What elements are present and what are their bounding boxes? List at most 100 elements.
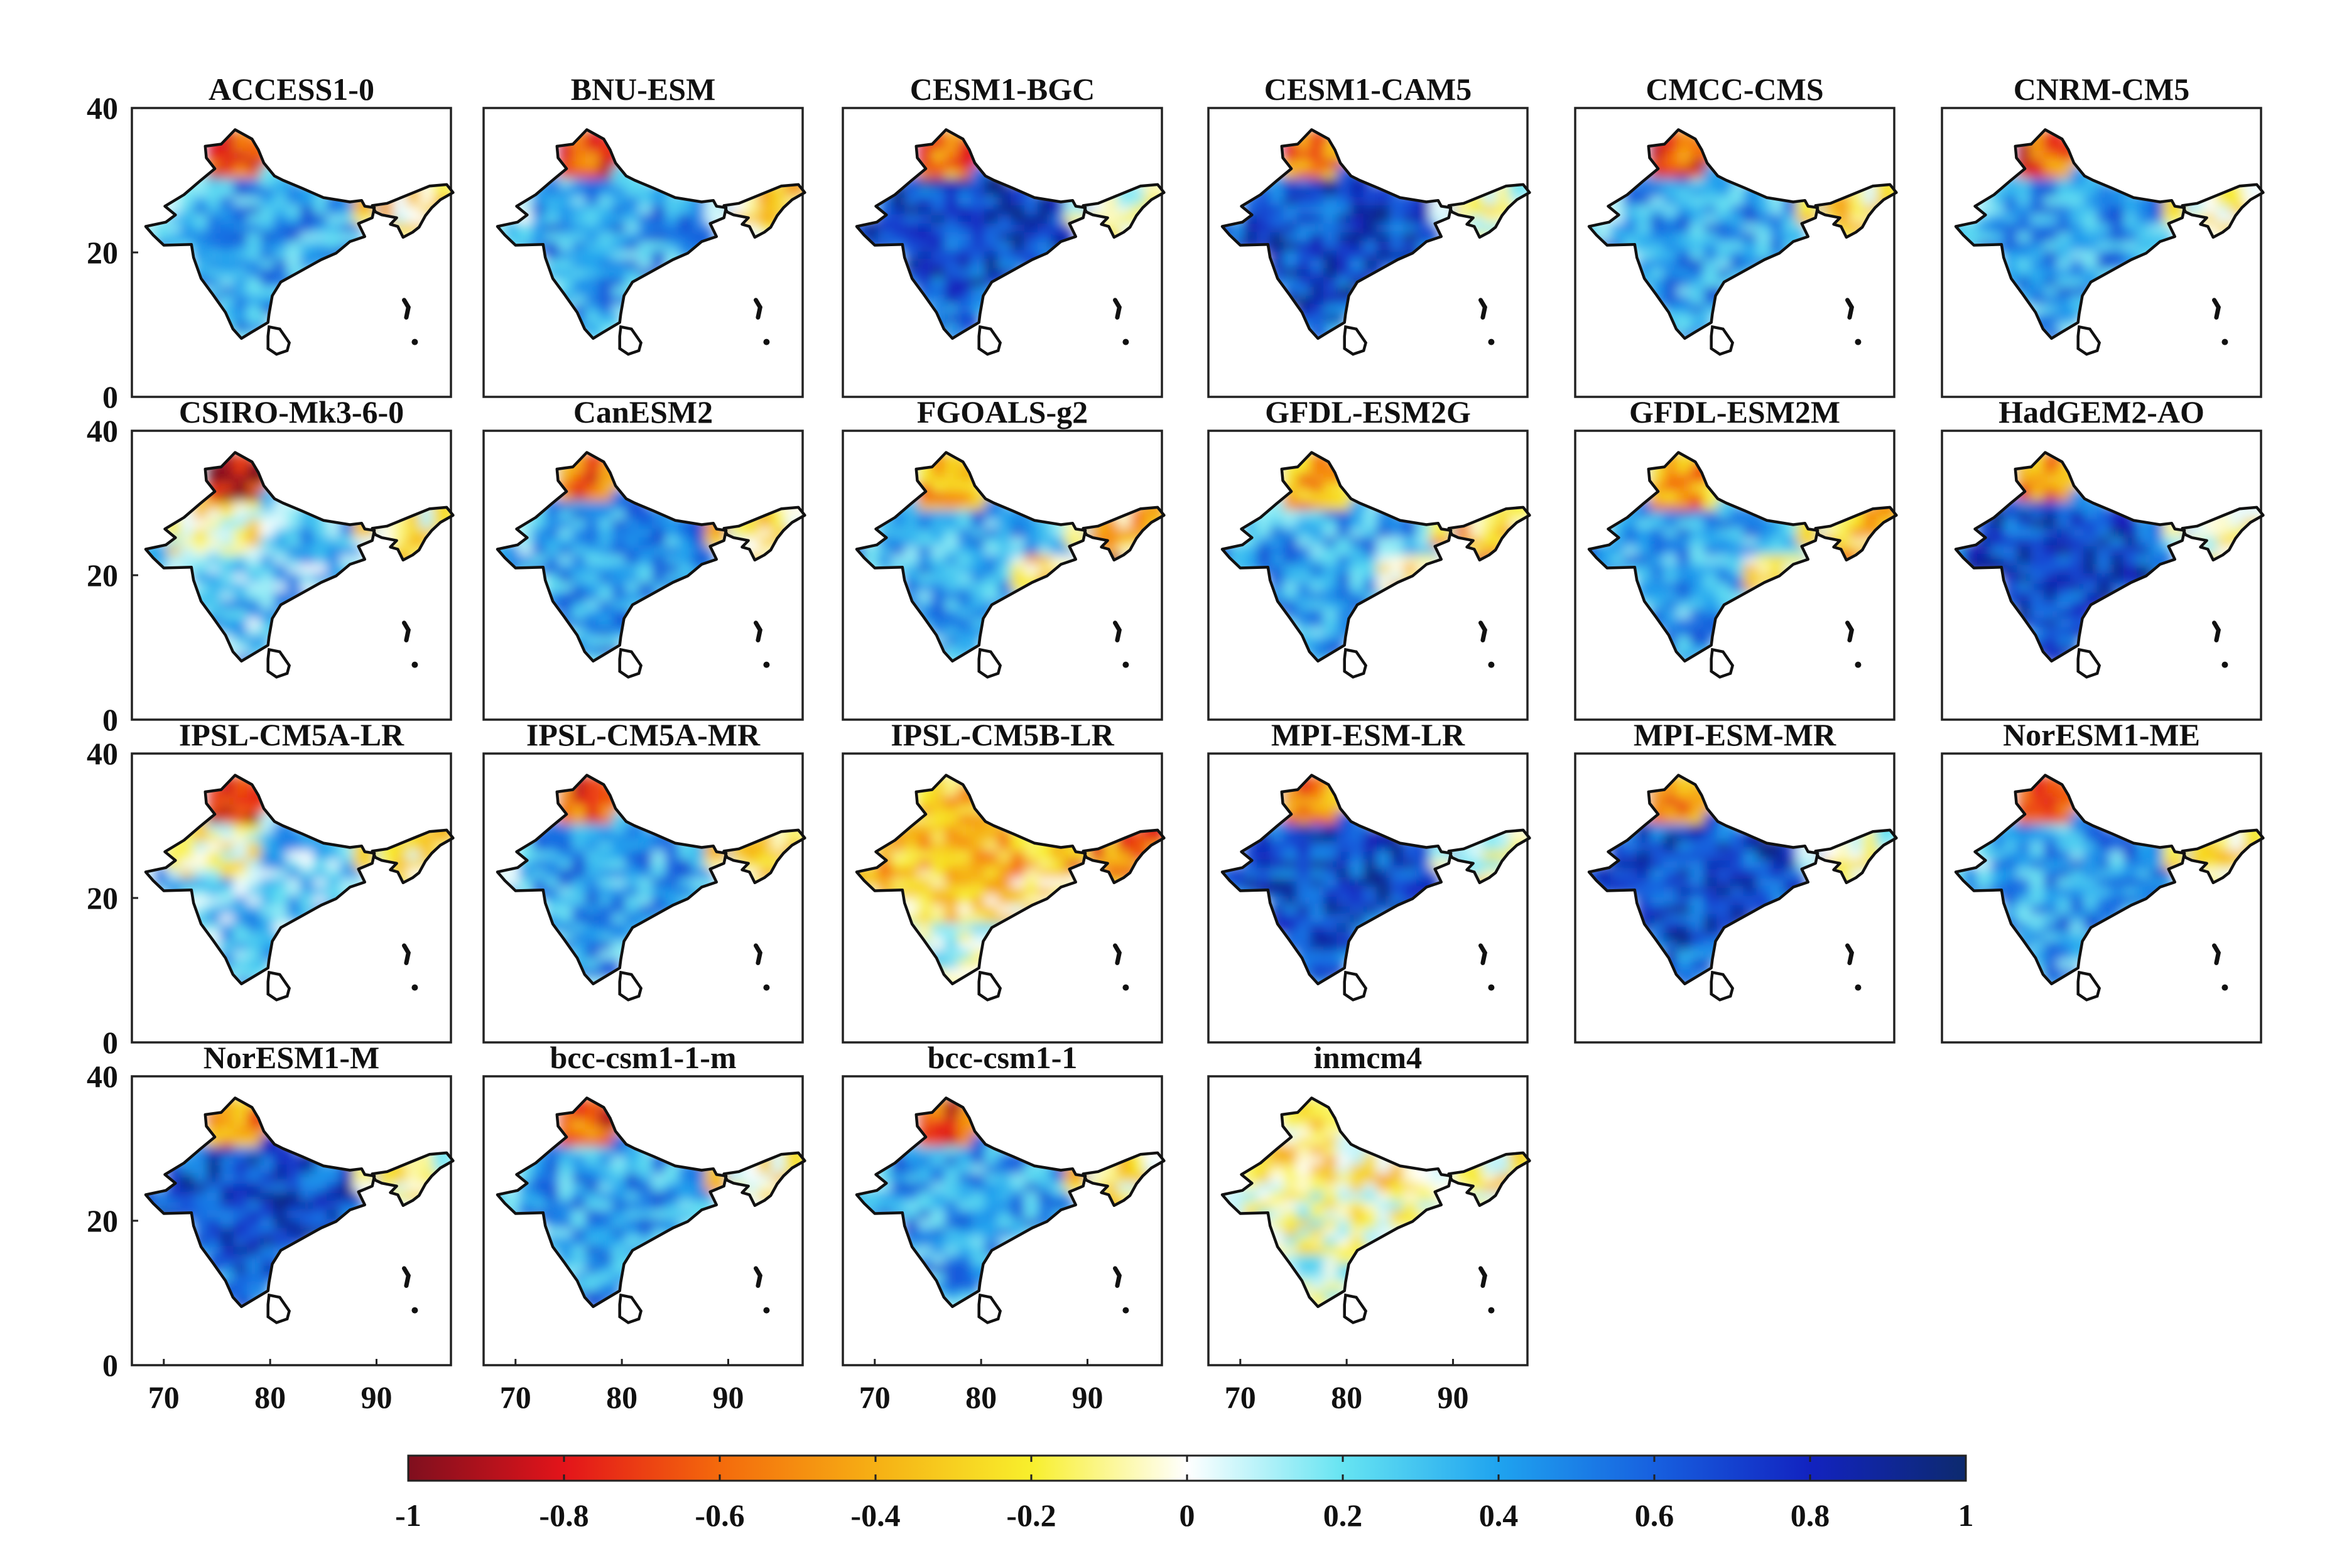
northeast-outline	[1814, 828, 1898, 885]
nicobar-islands	[411, 1307, 418, 1314]
correlation-field	[1222, 775, 1530, 984]
northeast-outline	[1814, 506, 1898, 562]
nicobar-islands	[1488, 661, 1495, 668]
colorbar: -1 -0.8 -0.6 -0.4 -0.2 0 0.2 0.4 0.6 0.8 1	[395, 1454, 1974, 1533]
nicobar-islands	[2221, 338, 2228, 345]
correlation-field	[146, 452, 453, 661]
northeast-outline	[722, 828, 806, 885]
nicobar-islands	[2221, 984, 2228, 991]
panel-cnrm-cm5: CNRM-CM5	[1941, 72, 2265, 398]
panel-cesm1-bgc: CESM1-BGC	[842, 72, 1166, 398]
srilanka-outline	[2076, 647, 2102, 679]
nicobar-islands	[1122, 1307, 1129, 1314]
srilanka-outline	[1710, 325, 1735, 356]
srilanka-outline	[977, 325, 1002, 356]
panel-gfdl-esm2g: GFDL-ESM2G	[1207, 394, 1531, 721]
panel-title: CSIRO-Mk3-6-0	[179, 394, 404, 430]
srilanka-outline	[1343, 325, 1368, 356]
colorbar-tick-label: 1	[1958, 1498, 1974, 1533]
x-tick-label: 80	[1331, 1380, 1362, 1415]
andaman-islands	[754, 1266, 763, 1288]
colorbar-ticks: -1 -0.8 -0.6 -0.4 -0.2 0 0.2 0.4 0.6 0.8 1	[395, 1456, 1974, 1533]
india-outline	[496, 1096, 728, 1309]
panel-title: CESM1-CAM5	[1264, 72, 1472, 107]
panel-inmcm4: inmcm4 70 80 90	[1207, 1040, 1531, 1415]
y-tick-label: 40	[87, 413, 118, 448]
panel-title: MPI-ESM-LR	[1271, 717, 1465, 752]
india-outline	[144, 774, 376, 986]
x-tick-label: 90	[1437, 1380, 1468, 1415]
colorbar-tick-label: 0	[1180, 1498, 1195, 1533]
srilanka-outline	[266, 970, 291, 1002]
panel-bcc-csm1-1: bcc-csm1-1 70 80 90	[842, 1040, 1166, 1415]
andaman-islands	[754, 620, 763, 642]
northeast-outline	[1447, 1151, 1531, 1208]
northeast-outline	[2181, 506, 2265, 562]
correlation-field	[1222, 452, 1530, 661]
andaman-islands	[2212, 620, 2221, 642]
x-tick-label: 90	[361, 1380, 392, 1415]
panel-mpi-esm-mr: MPI-ESM-MR	[1574, 717, 1898, 1044]
india-outline	[855, 1096, 1087, 1309]
nicobar-islands	[1122, 338, 1129, 345]
india-outline	[1587, 451, 1820, 663]
y-tick-label: 40	[87, 1059, 118, 1094]
northeast-outline	[1082, 506, 1166, 562]
india-outline	[1220, 451, 1453, 663]
northeast-outline	[371, 183, 455, 239]
northeast-outline	[1082, 183, 1166, 239]
andaman-islands	[2212, 298, 2221, 320]
panel-title: GFDL-ESM2M	[1629, 394, 1840, 430]
andaman-islands	[402, 1266, 411, 1288]
andaman-islands	[1845, 298, 1855, 320]
northeast-outline	[722, 183, 806, 239]
nicobar-islands	[1122, 984, 1129, 991]
northeast-outline	[2181, 828, 2265, 885]
panel-title: bcc-csm1-1-m	[550, 1040, 736, 1075]
andaman-islands	[754, 298, 763, 320]
x-tick-label: 70	[148, 1380, 180, 1415]
nicobar-islands	[1855, 661, 1862, 668]
x-tick-label: 90	[712, 1380, 744, 1415]
panel-csiro-mk3-6-0: CSIRO-Mk3-6-0 0 20 40	[87, 394, 455, 737]
india-outline	[144, 128, 376, 340]
india-outline	[144, 451, 376, 663]
srilanka-outline	[1343, 970, 1368, 1002]
colorbar-tick-label: 0.6	[1635, 1498, 1674, 1533]
srilanka-outline	[977, 647, 1002, 679]
andaman-islands	[1845, 620, 1855, 642]
panel-hadgem2-ao: HadGEM2-AO	[1941, 394, 2265, 721]
nicobar-islands	[763, 984, 770, 991]
srilanka-outline	[618, 970, 643, 1002]
india-outline	[855, 451, 1087, 663]
x-tick-label: 70	[859, 1380, 891, 1415]
panel-title: CMCC-CMS	[1646, 72, 1823, 107]
colorbar-tick-label: -0.4	[850, 1498, 900, 1533]
andaman-islands	[402, 298, 411, 320]
x-tick-label: 80	[606, 1380, 637, 1415]
nicobar-islands	[1488, 1307, 1495, 1314]
srilanka-outline	[266, 647, 291, 679]
y-tick-label: 20	[87, 880, 118, 916]
nicobar-islands	[763, 661, 770, 668]
northeast-outline	[1447, 828, 1531, 885]
india-outline	[1954, 451, 2186, 663]
srilanka-outline	[1710, 647, 1735, 679]
andaman-islands	[402, 620, 411, 642]
colorbar-tick-label: 0.4	[1479, 1498, 1519, 1533]
panel-title: inmcm4	[1314, 1040, 1422, 1075]
srilanka-outline	[977, 970, 1002, 1002]
colorbar-tick-label: -0.6	[695, 1498, 744, 1533]
srilanka-outline	[1343, 647, 1368, 679]
correlation-field	[146, 129, 453, 338]
india-outline	[496, 128, 728, 340]
northeast-outline	[722, 1151, 806, 1208]
india-outline	[1954, 774, 2186, 986]
india-outline	[1220, 1096, 1453, 1309]
india-outline	[1587, 774, 1820, 986]
nicobar-islands	[1855, 984, 1862, 991]
panel-title: HadGEM2-AO	[1998, 394, 2205, 430]
andaman-islands	[2212, 943, 2221, 965]
panel-title: IPSL-CM5B-LR	[891, 717, 1114, 752]
northeast-outline	[2181, 183, 2265, 239]
